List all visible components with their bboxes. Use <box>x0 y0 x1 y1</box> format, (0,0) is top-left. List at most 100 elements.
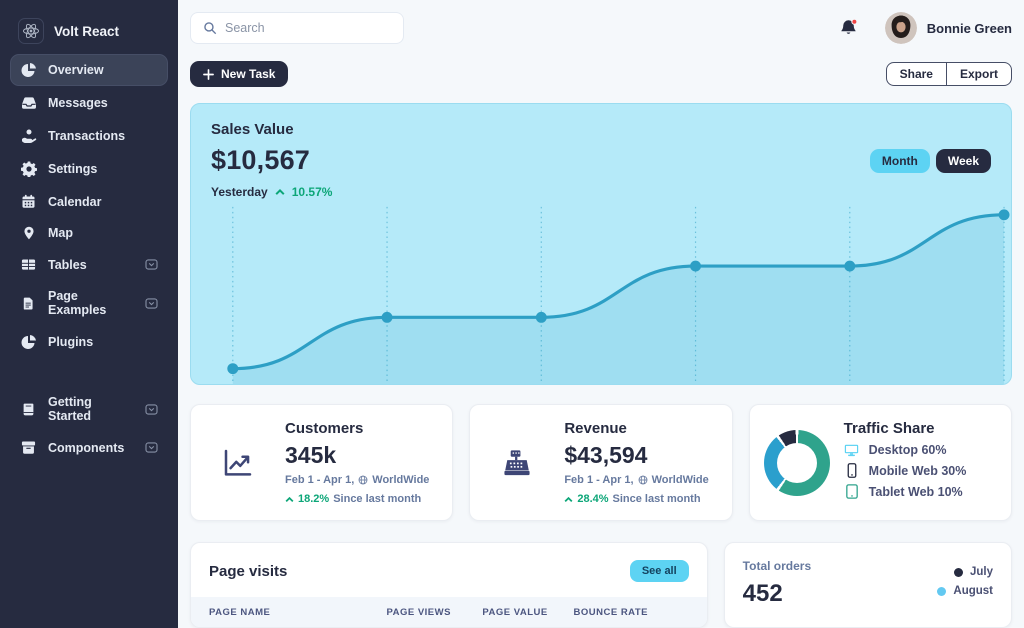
column-header[interactable]: Page value <box>482 607 548 618</box>
sidebar-item-components[interactable]: Components <box>10 432 168 463</box>
sidebar-item-label: Settings <box>48 162 98 176</box>
chart-line-icon <box>191 447 285 479</box>
chevron-down-badge-icon[interactable] <box>145 403 158 415</box>
globe-icon <box>638 475 648 485</box>
avatar[interactable] <box>884 12 917 44</box>
month-button[interactable]: Month <box>869 149 930 173</box>
stat-subtitle: Feb 1 - Apr 1, <box>285 474 355 486</box>
share-export-group: Share Export <box>885 62 1012 86</box>
week-button[interactable]: Week <box>935 149 991 173</box>
user-area: Bonnie Green <box>838 12 1012 44</box>
sidebar-item-settings[interactable]: Settings <box>10 153 168 185</box>
arrow-up-icon <box>564 496 573 503</box>
sidebar-item-map[interactable]: Map <box>10 218 168 248</box>
calendar-icon <box>20 194 37 209</box>
table-icon <box>20 257 37 272</box>
column-header[interactable]: Page views <box>386 607 451 618</box>
traffic-share-card[interactable]: Traffic Share Desktop 60% Mobile Web 30%… <box>748 404 1012 521</box>
main-content: Bonnie Green New Task Share Export Sales… <box>178 0 1024 628</box>
search-icon <box>203 21 217 35</box>
page-visits-card: Page visits See all Page name Page views… <box>190 542 708 628</box>
sidebar-item-label: Overview <box>48 63 104 77</box>
sales-period-label: Yesterday <box>211 185 268 199</box>
traffic-row-desktop: Desktop 60% <box>844 443 967 457</box>
stat-cards-row: Customers 345k Feb 1 - Apr 1, WorldWide … <box>190 404 1012 521</box>
sales-card-value: $10,567 <box>211 145 310 175</box>
total-orders-legend: July August <box>937 559 993 611</box>
sidebar-item-messages[interactable]: Messages <box>10 87 168 119</box>
pie-chart-icon <box>20 334 37 350</box>
document-icon <box>20 297 37 310</box>
share-button[interactable]: Share <box>885 62 947 86</box>
legend-dot <box>953 567 963 577</box>
traffic-row-tablet: Tablet Web 10% <box>844 484 967 499</box>
sidebar-item-calendar[interactable]: Calendar <box>10 186 168 217</box>
revenue-card[interactable]: Revenue $43,594 Feb 1 - Apr 1, WorldWide… <box>469 404 733 521</box>
stat-title: Revenue <box>564 420 627 437</box>
stat-change-suffix: Since last month <box>333 493 422 505</box>
sidebar-item-label: Transactions <box>48 129 126 143</box>
hand-holding-icon <box>20 128 37 144</box>
gear-icon <box>20 161 37 177</box>
stat-subtitle: Feb 1 - Apr 1, <box>564 474 634 486</box>
sales-change: 10.57% <box>291 185 333 199</box>
sidebar-item-transactions[interactable]: Transactions <box>10 120 168 152</box>
sidebar: Volt React Overview Messages Transaction… <box>0 0 178 628</box>
sidebar-section-divider <box>10 359 168 387</box>
see-all-button[interactable]: See all <box>629 560 689 582</box>
column-header[interactable]: Bounce rate <box>573 607 648 618</box>
brand[interactable]: Volt React <box>10 12 168 54</box>
sidebar-item-label: Getting Started <box>48 395 92 423</box>
legend-item-july: July <box>937 566 993 578</box>
traffic-title: Traffic Share <box>843 420 935 437</box>
sidebar-item-overview[interactable]: Overview <box>10 54 168 86</box>
plus-icon <box>203 68 214 80</box>
stat-change: 18.2% <box>298 493 330 505</box>
desktop-icon <box>844 444 860 457</box>
sidebar-item-tables[interactable]: Tables <box>10 249 168 280</box>
cash-register-icon <box>470 447 564 479</box>
legend-dot <box>937 586 947 596</box>
globe-icon <box>358 475 368 485</box>
total-orders-title: Total orders <box>742 559 812 573</box>
legend-item-august: August <box>937 585 993 597</box>
sales-value-card: Sales Value $10,567 Yesterday 10.57% Mon… <box>190 103 1012 385</box>
export-button[interactable]: Export <box>945 62 1012 86</box>
archive-box-icon <box>20 440 37 455</box>
period-toggle: Month Week <box>869 149 991 173</box>
traffic-label: Mobile Web 30% <box>868 463 967 478</box>
sidebar-item-label: Messages <box>48 96 108 110</box>
toolbar: New Task Share Export <box>190 61 1012 87</box>
sidebar-item-label: Page Examples <box>48 289 107 317</box>
sidebar-item-page-examples[interactable]: Page Examples <box>10 281 168 325</box>
customers-card[interactable]: Customers 345k Feb 1 - Apr 1, WorldWide … <box>190 404 454 521</box>
new-task-button[interactable]: New Task <box>190 61 289 87</box>
tablet-icon <box>844 484 860 499</box>
sidebar-item-label: Components <box>48 440 125 455</box>
traffic-label: Tablet Web 10% <box>868 484 963 499</box>
search-box[interactable] <box>190 12 404 44</box>
column-header[interactable]: Page name <box>209 607 271 618</box>
inbox-icon <box>20 95 37 111</box>
chevron-down-badge-icon[interactable] <box>145 297 158 309</box>
arrow-up-icon <box>285 496 294 503</box>
stat-title: Customers <box>285 420 364 437</box>
search-input[interactable] <box>225 21 391 35</box>
table-header-row: Page name Page views Page value Bounce r… <box>191 597 707 627</box>
sidebar-item-plugins[interactable]: Plugins <box>10 326 168 358</box>
traffic-donut-chart <box>763 429 830 496</box>
sidebar-item-label: Map <box>48 226 73 240</box>
pie-chart-icon <box>20 62 37 78</box>
chevron-down-badge-icon[interactable] <box>145 442 158 453</box>
chevron-down-badge-icon[interactable] <box>145 259 158 270</box>
map-pin-icon <box>20 226 37 240</box>
stat-subtitle-location: WorldWide <box>651 474 709 486</box>
sales-card-title: Sales Value <box>211 121 294 138</box>
total-orders-card: Total orders 452 July August <box>723 542 1012 628</box>
sidebar-item-getting-started[interactable]: Getting Started <box>10 387 168 431</box>
bottom-row: Page visits See all Page name Page views… <box>190 542 1012 628</box>
stat-value: 345k <box>285 442 337 468</box>
user-name[interactable]: Bonnie Green <box>926 20 1012 36</box>
bell-icon[interactable] <box>838 18 859 39</box>
sales-line-chart <box>227 206 1010 384</box>
